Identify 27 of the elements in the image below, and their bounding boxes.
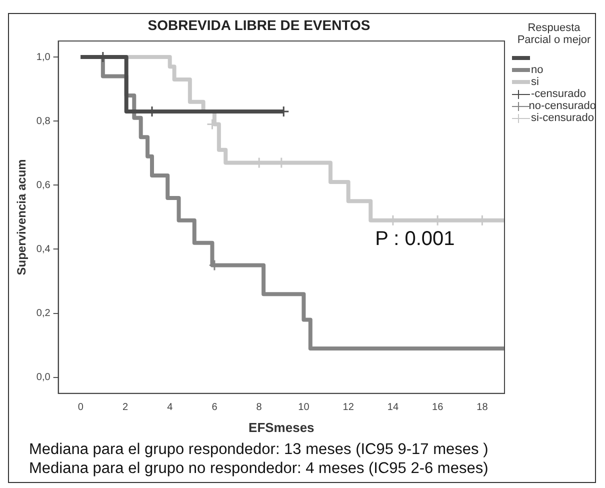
x-tick-label: 16: [432, 402, 444, 414]
legend-label: -censurado: [531, 88, 586, 100]
y-tick-label: 0,6: [36, 180, 51, 191]
legend-label: no: [531, 64, 544, 76]
x-tick-label: 10: [298, 402, 310, 414]
chart-title: SOBREVIDA LIBRE DE EVENTOS: [146, 17, 372, 33]
x-tick-label: 14: [387, 402, 399, 414]
x-tick-label: 12: [342, 402, 354, 414]
y-tick-label: 0,0: [36, 372, 51, 384]
x-tick-label: 6: [212, 402, 218, 414]
legend-label: si-censurado: [531, 112, 594, 124]
legend-title: Respuesta Parcial o mejor: [516, 22, 592, 46]
x-tick-label: 0: [78, 402, 84, 414]
y-tick-label: 0,2: [36, 308, 51, 320]
annotation: P : 0.001: [375, 228, 455, 250]
text: Mediana para el grupo respondedor: 13 meses (IC95 9-17 meses ): [29, 440, 488, 459]
y-tick-label: 1,0: [36, 52, 51, 63]
y-axis-title: Supervivencia acum: [14, 159, 29, 276]
x-tick-label: 8: [256, 402, 262, 414]
legend-label: si: [531, 76, 539, 88]
x-tick-label: 4: [167, 402, 174, 414]
y-tick-label: 0,8: [36, 116, 51, 127]
x-tick-label: 18: [476, 402, 488, 414]
y-tick-label: 0,4: [36, 244, 51, 255]
text: Mediana para el grupo no respondedor: 4 meses (IC95 2-6 meses): [29, 459, 488, 478]
x-axis-title: EFSmeses: [248, 420, 314, 435]
x-tick-label: 2: [122, 402, 128, 414]
